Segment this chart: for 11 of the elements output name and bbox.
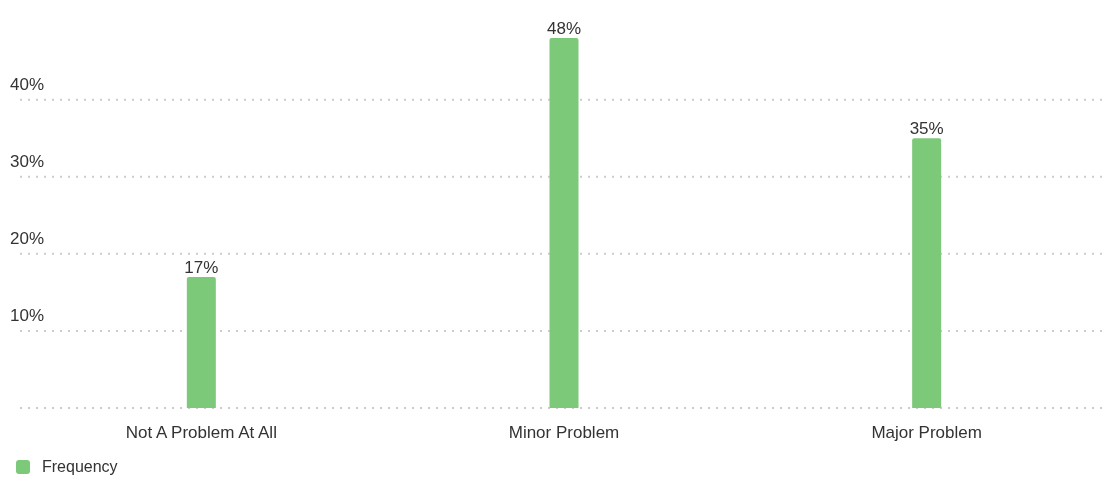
- y-tick-label: 20%: [10, 228, 45, 248]
- y-tick-label: 40%: [10, 74, 45, 94]
- data-label: 48%: [546, 19, 582, 38]
- data-label: 35%: [909, 119, 944, 139]
- x-tick-label: Minor Problem: [508, 423, 620, 443]
- y-tick-label: 10%: [10, 305, 45, 325]
- x-tick-label: Major Problem: [871, 423, 982, 443]
- legend-label: Frequency: [41, 458, 118, 476]
- x-tick-label: Not A Problem At All: [125, 423, 277, 443]
- y-tick-label: 30%: [10, 151, 45, 171]
- data-label: 17%: [184, 257, 219, 277]
